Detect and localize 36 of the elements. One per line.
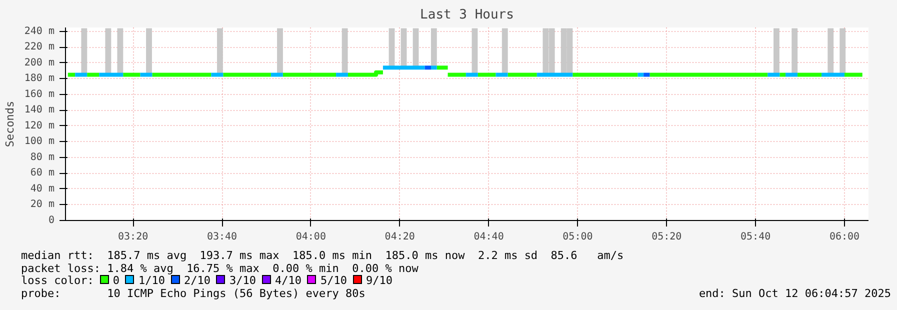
legend-label: 5/10 [320,274,347,287]
legend-label: 2/10 [184,274,210,287]
x-tick-label: 06:00 [829,232,860,242]
legend-label: 3/10 [229,274,256,287]
legend-title: loss color: [21,274,94,287]
legend-label: 1/10 [138,274,165,287]
x-tick-label: 03:40 [206,232,238,242]
text: probe: 10 ICMP Echo Pings (56 Bytes) every 80s [21,286,366,300]
y-tick-label: 240 m [24,26,55,37]
x-tick-label: 03:20 [118,232,148,242]
x-tick-label: 04:20 [384,232,415,242]
text: end: Sun Oct 12 06:04:57 2025 [698,286,891,300]
legend-label: 0 [112,274,120,287]
y-tick-label: 120 m [24,120,55,132]
y-tick-label: 140 m [24,104,55,116]
text: packet loss: 1.84 % avg 16.75 % max 0.00 % min 0.00 % now [21,262,420,275]
x-tick-label: 04:40 [474,232,504,242]
y-tick-label: 40 m [30,183,55,194]
x-tick-label: 05:40 [740,232,771,242]
y-tick-label: 100 m [24,136,55,148]
text: median rtt: 185.7 ms avg 193.7 ms max 185.0 ms min 185.0 ms now 2.2 ms sd 85.6 am/s [21,249,625,262]
y-tick-label: 160 m [24,88,55,100]
x-tick-label: 05:20 [652,232,682,242]
y-tick-label: 220 m [24,42,55,53]
x-tick-label: 04:00 [296,232,326,242]
y-tick-label: 180 m [24,73,55,84]
y-tick-label: 0 [48,215,55,226]
y-tick-label: 20 m [30,199,55,210]
y-tick-label: 200 m [24,57,55,68]
legend-label: 4/10 [274,274,302,287]
y-tick-label: 80 m [30,152,55,163]
y-axis-title: Seconds [3,100,16,148]
y-tick-label: 60 m [30,168,55,179]
chart-title: Last 3 Hours [420,8,514,22]
legend-label: 9/10 [366,274,392,287]
x-tick-label: 05:00 [562,232,593,242]
